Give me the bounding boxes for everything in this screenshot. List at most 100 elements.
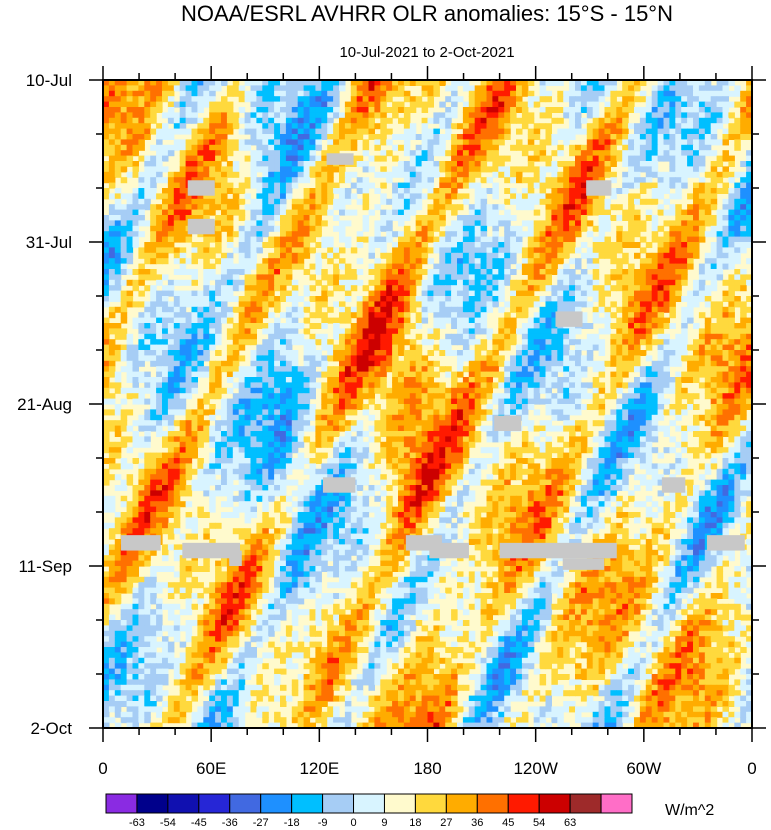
field-cell	[722, 306, 729, 313]
field-cell	[669, 263, 676, 270]
field-cell	[740, 107, 747, 113]
field-cell	[468, 90, 476, 97]
field-cell	[150, 350, 157, 356]
field-cell	[580, 209, 588, 216]
field-cell	[238, 144, 246, 151]
field-cell	[657, 285, 665, 292]
field-cell	[480, 166, 488, 173]
field-cell	[734, 242, 741, 248]
field-cell	[256, 193, 263, 200]
field-cell	[527, 193, 535, 200]
field-cell	[291, 101, 299, 108]
field-cell	[433, 263, 440, 270]
field-cell	[586, 263, 594, 270]
field-cell	[657, 328, 665, 335]
field-cell	[256, 377, 263, 383]
field-cell	[669, 193, 676, 200]
field-cell	[687, 263, 694, 270]
field-cell	[492, 117, 499, 124]
field-cell	[374, 355, 381, 362]
field-cell	[114, 144, 122, 151]
field-cell	[114, 166, 122, 173]
field-cell	[557, 328, 564, 335]
field-cell	[622, 296, 629, 302]
field-cell	[179, 85, 187, 92]
field-cell	[150, 242, 157, 248]
field-cell	[433, 306, 440, 313]
field-cell	[445, 177, 452, 184]
field-cell	[539, 123, 547, 130]
field-cell	[740, 355, 747, 362]
field-cell	[185, 290, 193, 297]
field-cell	[746, 296, 752, 302]
field-cell	[321, 360, 328, 367]
field-cell	[256, 177, 263, 184]
field-cell	[238, 285, 246, 292]
field-cell	[474, 144, 482, 151]
field-cell	[445, 290, 452, 297]
field-cell	[575, 123, 582, 130]
field-cell	[421, 161, 429, 167]
field-cell	[445, 96, 452, 103]
field-cell	[622, 355, 629, 362]
field-cell	[339, 274, 346, 281]
field-cell	[492, 371, 499, 378]
field-cell	[510, 339, 517, 346]
field-cell	[675, 220, 682, 227]
field-cell	[693, 155, 700, 162]
field-cell	[386, 85, 393, 92]
field-cell	[516, 366, 523, 373]
field-cell	[150, 333, 157, 340]
field-cell	[232, 231, 240, 238]
field-cell	[403, 350, 411, 356]
field-cell	[256, 96, 263, 103]
field-cell	[103, 123, 110, 130]
field-cell	[669, 269, 676, 275]
field-cell	[309, 90, 316, 97]
field-cell	[651, 371, 659, 378]
field-cell	[156, 150, 163, 157]
field-cell	[645, 371, 653, 378]
field-cell	[516, 231, 523, 238]
field-cell	[427, 285, 434, 292]
field-cell	[226, 274, 234, 281]
field-cell	[362, 144, 370, 151]
field-cell	[675, 285, 682, 292]
field-cell	[197, 150, 204, 157]
field-cell	[480, 247, 488, 254]
field-cell	[327, 274, 334, 281]
field-cell	[693, 247, 700, 254]
field-cell	[285, 155, 293, 162]
field-cell	[303, 285, 311, 292]
field-cell	[604, 215, 611, 221]
field-cell	[144, 333, 151, 340]
field-cell	[291, 317, 299, 324]
field-cell	[138, 80, 145, 86]
field-cell	[138, 107, 145, 113]
field-cell	[409, 296, 417, 302]
field-cell	[150, 117, 157, 124]
field-cell	[327, 371, 334, 378]
field-cell	[409, 236, 417, 243]
field-cell	[321, 80, 328, 86]
field-cell	[539, 350, 547, 356]
field-cell	[645, 312, 653, 319]
field-cell	[722, 112, 729, 119]
field-cell	[421, 139, 429, 146]
field-cell	[398, 231, 405, 238]
field-cell	[162, 112, 169, 119]
field-cell	[687, 301, 694, 308]
field-cell	[209, 296, 216, 302]
field-cell	[268, 366, 275, 373]
field-cell	[651, 220, 659, 227]
field-cell	[321, 355, 328, 362]
field-cell	[681, 306, 688, 313]
field-cell	[557, 350, 564, 356]
field-cell	[344, 128, 352, 135]
field-cell	[551, 339, 558, 346]
field-cell	[215, 128, 222, 135]
field-cell	[156, 209, 163, 216]
field-cell	[728, 128, 735, 135]
field-cell	[138, 188, 145, 194]
field-cell	[203, 193, 210, 200]
